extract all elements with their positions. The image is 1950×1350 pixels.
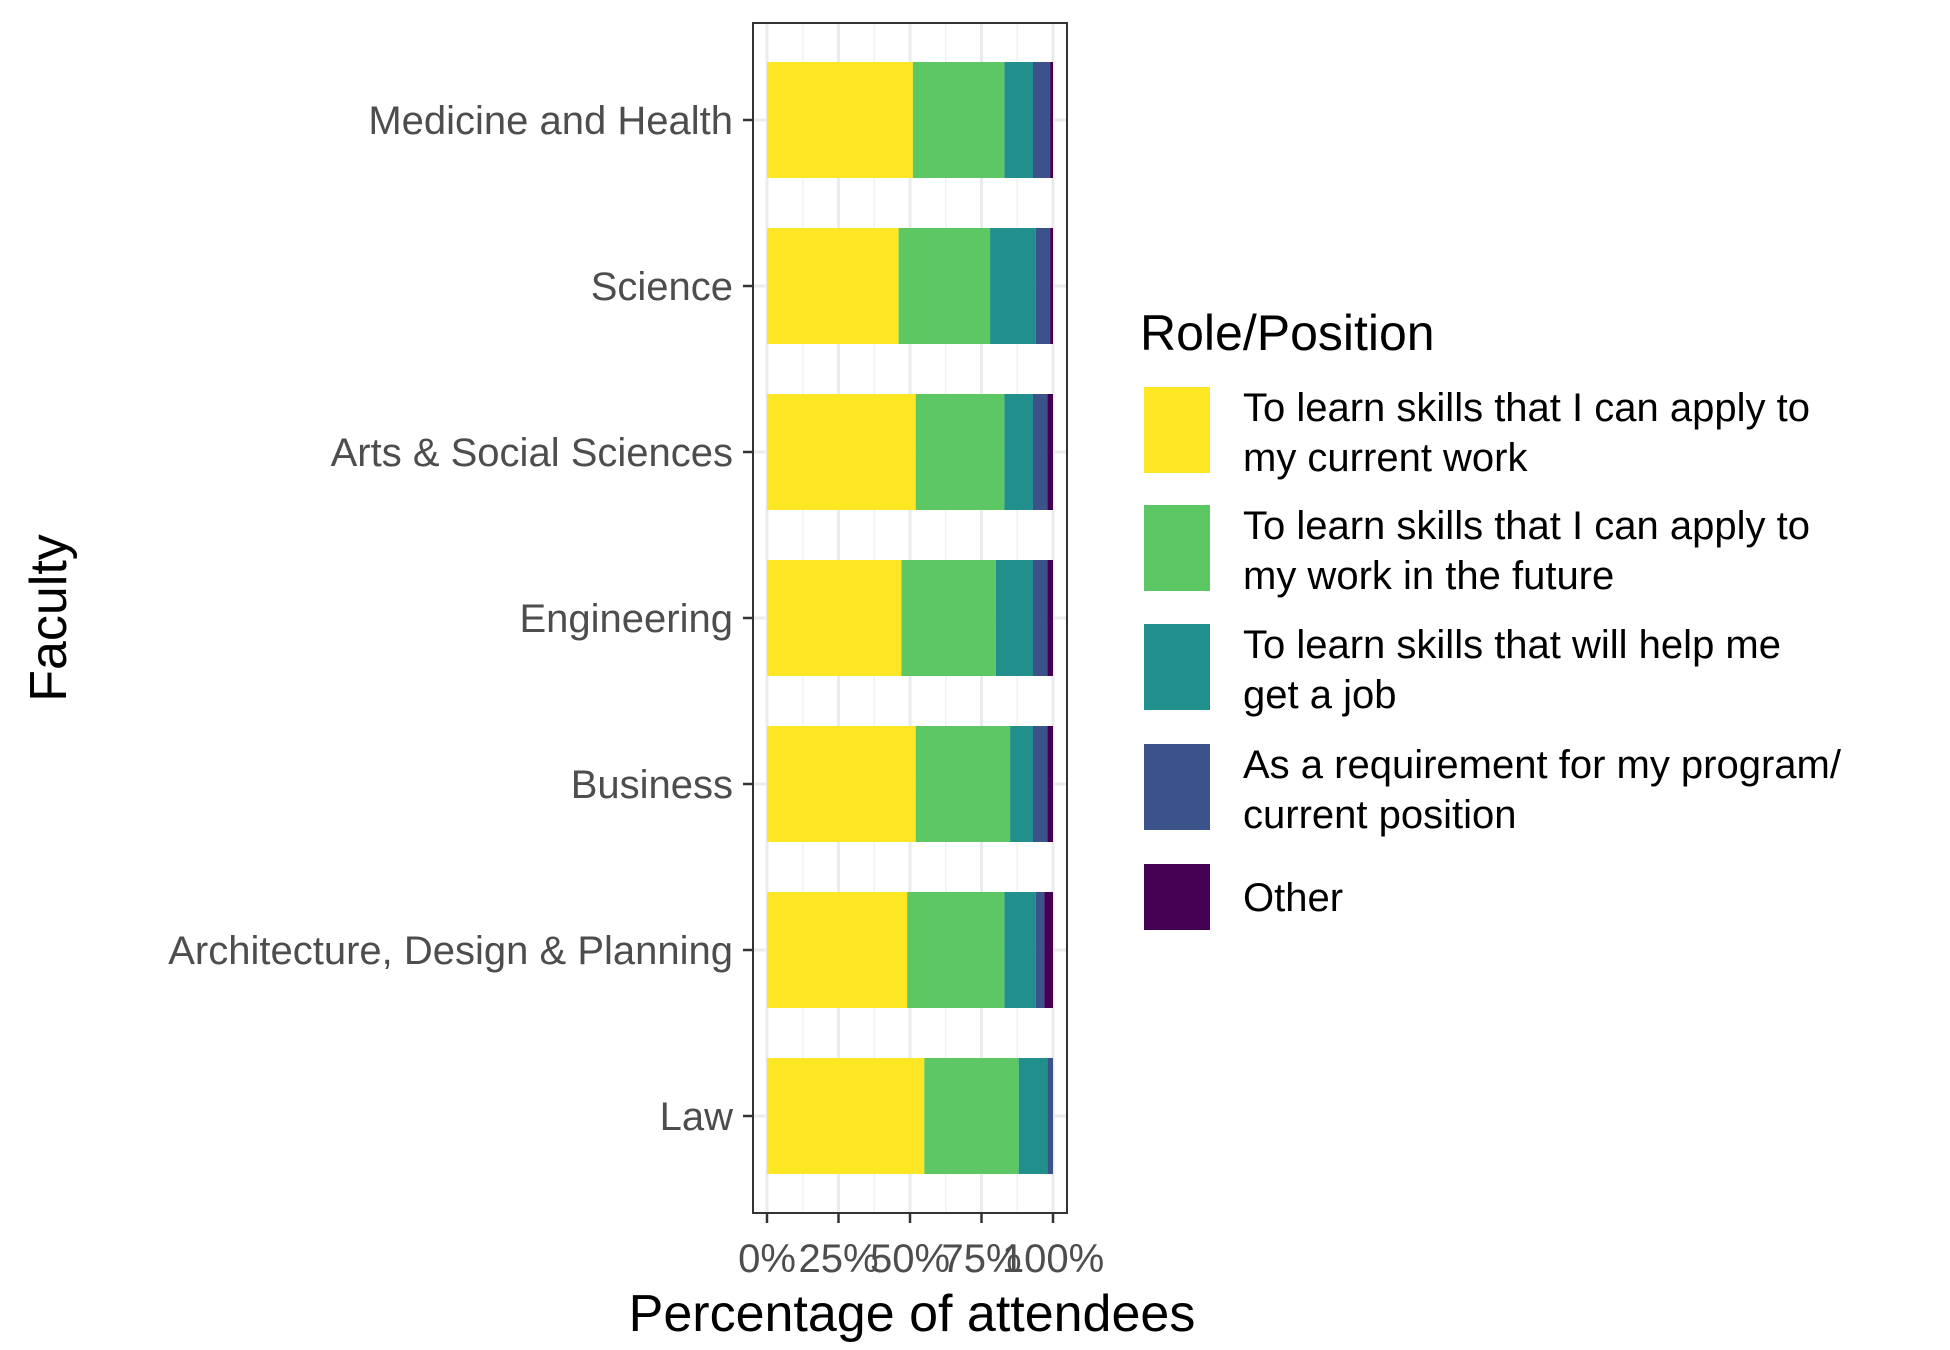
bar-medicine-and-health-series-2 bbox=[912, 62, 1005, 178]
y-tick-label: Science bbox=[591, 265, 733, 309]
bar-arts-social-sciences-series-1 bbox=[767, 394, 916, 510]
legend-label-2: To learn skills that I can apply to my wo… bbox=[1243, 504, 1810, 598]
y-axis: Medicine and Health Science Arts & Social … bbox=[168, 99, 753, 1139]
bar-law-series-1 bbox=[767, 1058, 925, 1174]
legend: Role/Position To learn skills that I can… bbox=[1140, 305, 1842, 930]
x-tick-label: 100% bbox=[1002, 1237, 1104, 1281]
y-tick-label: Law bbox=[660, 1095, 733, 1139]
bar-engineering-series-2 bbox=[901, 560, 996, 676]
x-tick-label: 25% bbox=[798, 1237, 878, 1281]
bar-engineering-series-3 bbox=[995, 560, 1033, 676]
legend-title: Role/Position bbox=[1140, 305, 1435, 361]
legend-key-1 bbox=[1144, 387, 1210, 473]
y-tick-label: Business bbox=[571, 763, 733, 807]
x-tick-label: 75% bbox=[941, 1237, 1021, 1281]
y-tick-label: Medicine and Health bbox=[368, 99, 733, 143]
bar-architecture-design-planning-series-1 bbox=[767, 892, 908, 1008]
y-axis-title: Faculty bbox=[20, 534, 78, 702]
bar-business-series-5 bbox=[1047, 726, 1053, 842]
bars bbox=[767, 62, 1053, 1174]
legend-label-3: To learn skills that will help me get a j… bbox=[1243, 623, 1781, 717]
legend-label-5: Other bbox=[1243, 876, 1343, 920]
legend-key-2 bbox=[1144, 505, 1210, 591]
bar-architecture-design-planning-series-5 bbox=[1044, 892, 1053, 1008]
bar-science-series-1 bbox=[767, 228, 899, 344]
bar-architecture-design-planning-series-3 bbox=[1004, 892, 1036, 1008]
legend-key-3 bbox=[1144, 624, 1210, 710]
bar-business-series-2 bbox=[915, 726, 1011, 842]
bar-engineering-series-5 bbox=[1047, 560, 1053, 676]
x-axis: 0% 25%50%75%100% bbox=[738, 1213, 1104, 1281]
y-tick-label: Engineering bbox=[520, 597, 734, 641]
bar-science-series-4 bbox=[1035, 228, 1051, 344]
bar-business-series-1 bbox=[767, 726, 916, 842]
x-tick-label: 50% bbox=[870, 1237, 950, 1281]
bar-science-series-2 bbox=[898, 228, 991, 344]
bar-law-series-2 bbox=[924, 1058, 1019, 1174]
bar-arts-social-sciences-series-3 bbox=[1004, 394, 1033, 510]
x-axis-title: Percentage of attendees bbox=[629, 1285, 1196, 1343]
x-tick-label: 0% bbox=[738, 1237, 796, 1281]
bar-medicine-and-health-series-1 bbox=[767, 62, 913, 178]
bar-engineering-series-1 bbox=[767, 560, 902, 676]
legend-key-5 bbox=[1144, 864, 1210, 930]
bar-law-series-4 bbox=[1047, 1058, 1053, 1174]
bar-engineering-series-4 bbox=[1032, 560, 1048, 676]
bar-arts-social-sciences-series-4 bbox=[1032, 394, 1048, 510]
legend-label-4: As a requirement for my program/current … bbox=[1243, 743, 1842, 837]
y-tick-label: Arts & Social Sciences bbox=[331, 431, 733, 475]
bar-science-series-5 bbox=[1050, 228, 1053, 344]
bar-architecture-design-planning-series-4 bbox=[1035, 892, 1045, 1008]
bar-medicine-and-health-series-3 bbox=[1004, 62, 1033, 178]
bar-arts-social-sciences-series-2 bbox=[915, 394, 1005, 510]
legend-label-1: To learn skills that I can apply to my cu… bbox=[1243, 386, 1810, 480]
bar-architecture-design-planning-series-2 bbox=[907, 892, 1005, 1008]
y-tick-label: Architecture, Design & Planning bbox=[168, 929, 733, 973]
legend-key-4 bbox=[1144, 744, 1210, 830]
bar-science-series-3 bbox=[990, 228, 1036, 344]
bar-medicine-and-health-series-4 bbox=[1032, 62, 1051, 178]
bar-business-series-4 bbox=[1032, 726, 1048, 842]
bar-arts-social-sciences-series-5 bbox=[1047, 394, 1053, 510]
bar-law-series-3 bbox=[1018, 1058, 1048, 1174]
bar-business-series-3 bbox=[1010, 726, 1033, 842]
bar-medicine-and-health-series-5 bbox=[1050, 62, 1053, 178]
